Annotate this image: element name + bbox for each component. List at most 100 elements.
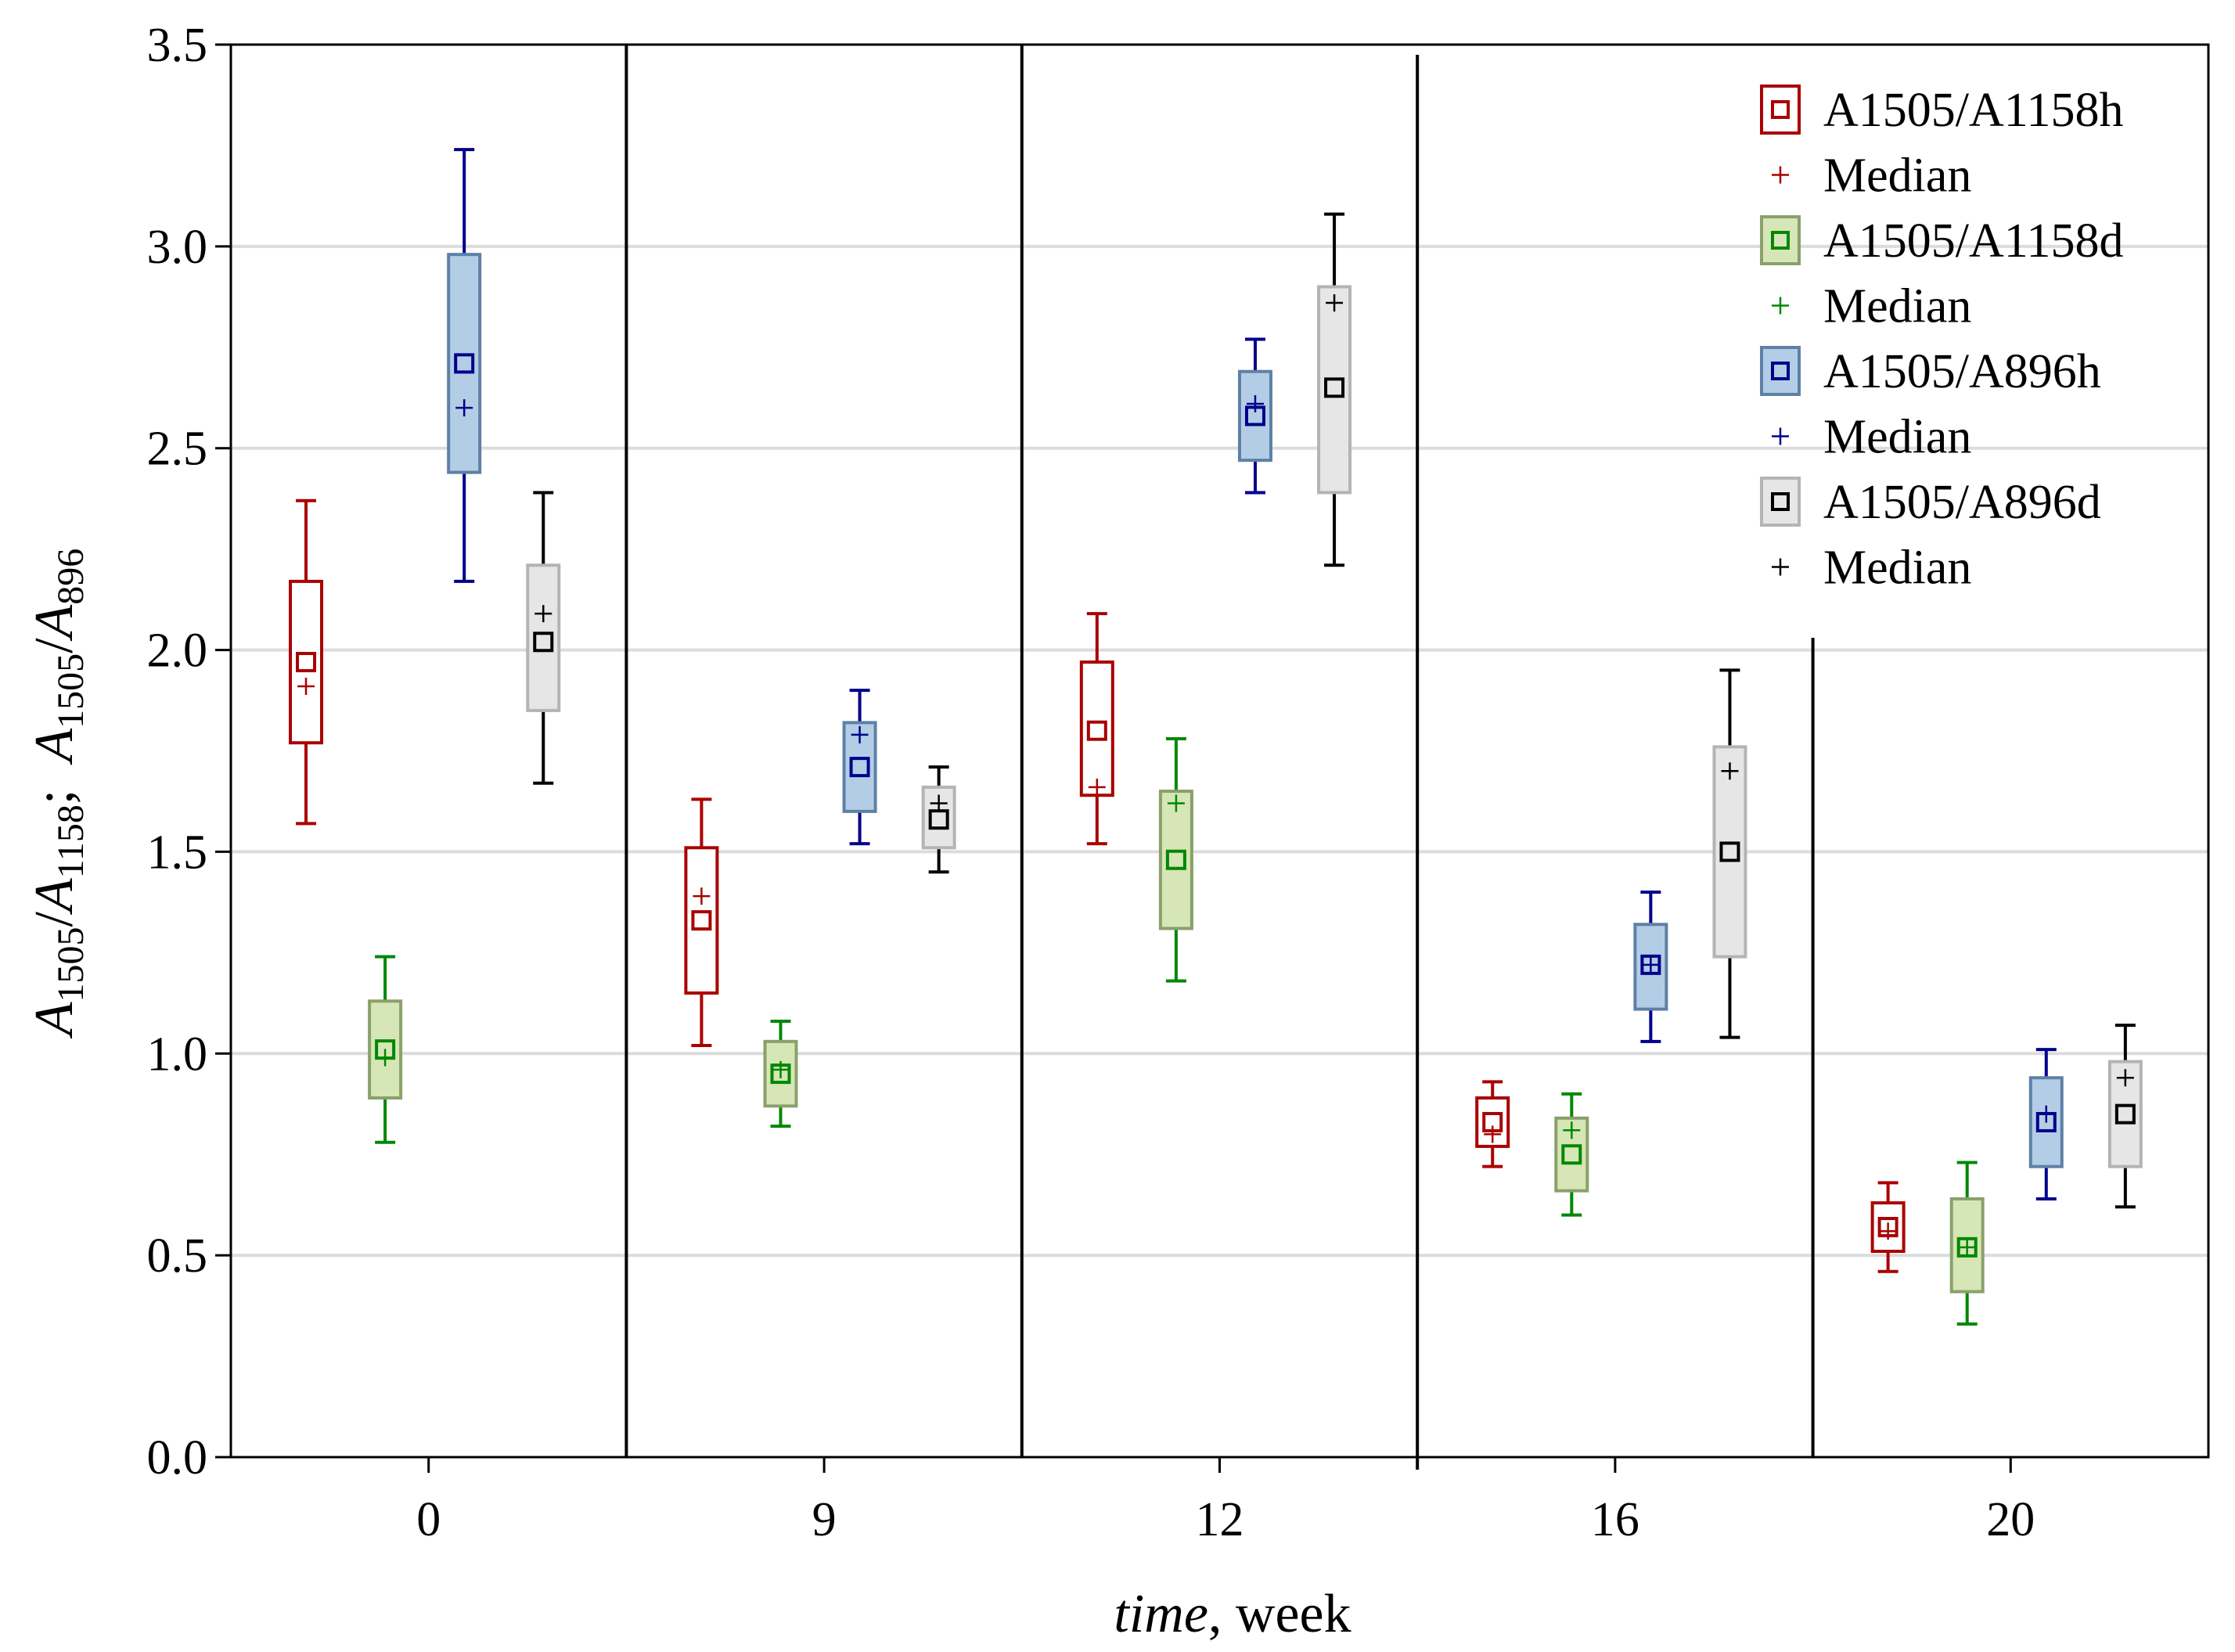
y-axis-ticks: 0.0 0.5 1.0 1.5 2.0 2.5 3.0 3.5 <box>147 19 231 1485</box>
legend-box-swatch <box>1760 215 1801 265</box>
legend-item: A1505/A896h <box>1760 345 2101 398</box>
box-group <box>526 491 561 785</box>
box-group <box>368 955 403 1144</box>
legend-label: Median <box>1823 280 1971 333</box>
mean-marker <box>770 1064 791 1085</box>
mean-marker <box>1719 841 1740 862</box>
legend-item: Median <box>1772 411 1971 464</box>
series-a1505a1158h <box>289 498 1906 1273</box>
legend-box-swatch <box>1760 477 1801 527</box>
box-iqr <box>447 253 482 474</box>
series-a1505a1158d <box>368 737 1985 1326</box>
legend-mean-marker <box>1771 362 1790 380</box>
y-tick-label: 2.0 <box>147 624 208 678</box>
legend-mean-marker <box>1771 100 1790 119</box>
y-title-sub1: 1505 <box>50 927 92 1002</box>
legend-item: A1505/A1158d <box>1760 214 2123 268</box>
mean-marker <box>1244 405 1265 426</box>
y-title-a4: A <box>24 604 85 641</box>
legend-label: A1505/A1158h <box>1823 84 2123 137</box>
box-group <box>1633 891 1668 1043</box>
legend-box-swatch <box>1760 346 1801 396</box>
mean-marker <box>1165 849 1186 870</box>
y-tick-label: 0.0 <box>147 1431 208 1485</box>
box-group <box>1079 612 1114 846</box>
y-tick-label: 1.0 <box>147 1028 208 1081</box>
box-group <box>1475 1080 1510 1168</box>
legend-label: A1505/A896h <box>1823 345 2101 398</box>
y-title-sub2: 1158 <box>50 804 92 878</box>
legend-item: Median <box>1772 149 1971 203</box>
mean-marker <box>533 632 554 653</box>
x-tick-label: 16 <box>1591 1493 1639 1546</box>
box-iqr <box>1712 745 1747 959</box>
box-iqr <box>1079 660 1114 797</box>
box-group <box>289 498 324 826</box>
box-group <box>1870 1181 1906 1273</box>
box-iqr <box>1158 790 1193 930</box>
legend-label: A1505/A1158d <box>1823 214 2123 268</box>
legend-item: Median <box>1772 280 1971 333</box>
box-iqr <box>684 846 719 995</box>
mean-marker <box>691 910 712 931</box>
y-title-a1: A <box>24 1002 85 1038</box>
box-series <box>289 148 2143 1326</box>
box-iqr <box>842 721 877 813</box>
x-axis-title-italic: time <box>1114 1584 1208 1644</box>
series-a1505a896h <box>447 148 2064 1200</box>
legend-box-swatch <box>1760 85 1801 135</box>
x-tick-label: 9 <box>812 1493 837 1546</box>
box-iqr <box>289 579 324 745</box>
box-group <box>1949 1161 1985 1326</box>
y-title-sub4: 896 <box>50 549 92 605</box>
box-iqr <box>2028 1076 2064 1168</box>
y-tick-label: 0.5 <box>147 1229 208 1283</box>
box-group <box>684 797 719 1047</box>
y-title-a2: A <box>24 878 85 915</box>
y-title-slash2: / <box>24 638 85 653</box>
mean-marker <box>1086 720 1107 741</box>
mean-marker <box>1561 1144 1582 1165</box>
box-iqr <box>921 785 956 850</box>
box-group <box>1554 1092 1589 1217</box>
legend-item: Median <box>1772 542 1971 595</box>
mean-marker <box>296 652 317 673</box>
y-title-sub3: 1505 <box>50 653 92 729</box>
legend: A1505/A1158h Median A1505/A1158d Median A150… <box>1760 84 2123 595</box>
box-iqr <box>526 563 561 712</box>
legend-label: A1505/A896d <box>1823 476 2101 529</box>
box-group <box>1317 212 1352 567</box>
y-axis-title: A1505/A1158; A1505/A896 <box>24 549 92 1039</box>
series-a1505a896d <box>526 212 2143 1209</box>
legend-label: Median <box>1823 411 1971 464</box>
y-title-sep: ; <box>24 762 85 804</box>
legend-item: A1505/A1158h <box>1760 84 2123 137</box>
box-group <box>447 148 482 583</box>
x-tick-label: 12 <box>1196 1493 1244 1546</box>
box-group <box>1712 668 1747 1039</box>
x-axis-title: time, week <box>1114 1584 1351 1644</box>
box-iqr <box>763 1039 798 1108</box>
legend-label: Median <box>1823 542 1971 595</box>
mean-marker <box>2114 1103 2136 1125</box>
y-tick-label: 3.0 <box>147 221 208 274</box>
x-axis-ticks: 0 9 12 16 20 <box>416 1457 2035 1546</box>
legend-mean-marker <box>1771 492 1790 511</box>
mean-marker <box>1482 1111 1503 1132</box>
box-iqr <box>1633 923 1668 1011</box>
box-group <box>1158 737 1193 983</box>
mean-marker <box>375 1039 396 1060</box>
y-title-slash1: / <box>24 912 85 927</box>
box-iqr <box>1317 285 1352 495</box>
y-tick-label: 2.5 <box>147 423 208 476</box>
x-tick-label: 20 <box>1986 1493 2035 1546</box>
box-iqr <box>1237 369 1272 462</box>
box-group <box>2107 1024 2143 1209</box>
y-title-a3: A <box>24 729 85 765</box>
legend-mean-marker <box>1771 231 1790 250</box>
mean-marker <box>1956 1236 1978 1258</box>
mean-marker <box>1324 377 1345 398</box>
y-tick-label: 3.5 <box>147 19 208 72</box>
mean-marker <box>454 353 475 374</box>
mean-marker <box>2035 1111 2057 1132</box>
